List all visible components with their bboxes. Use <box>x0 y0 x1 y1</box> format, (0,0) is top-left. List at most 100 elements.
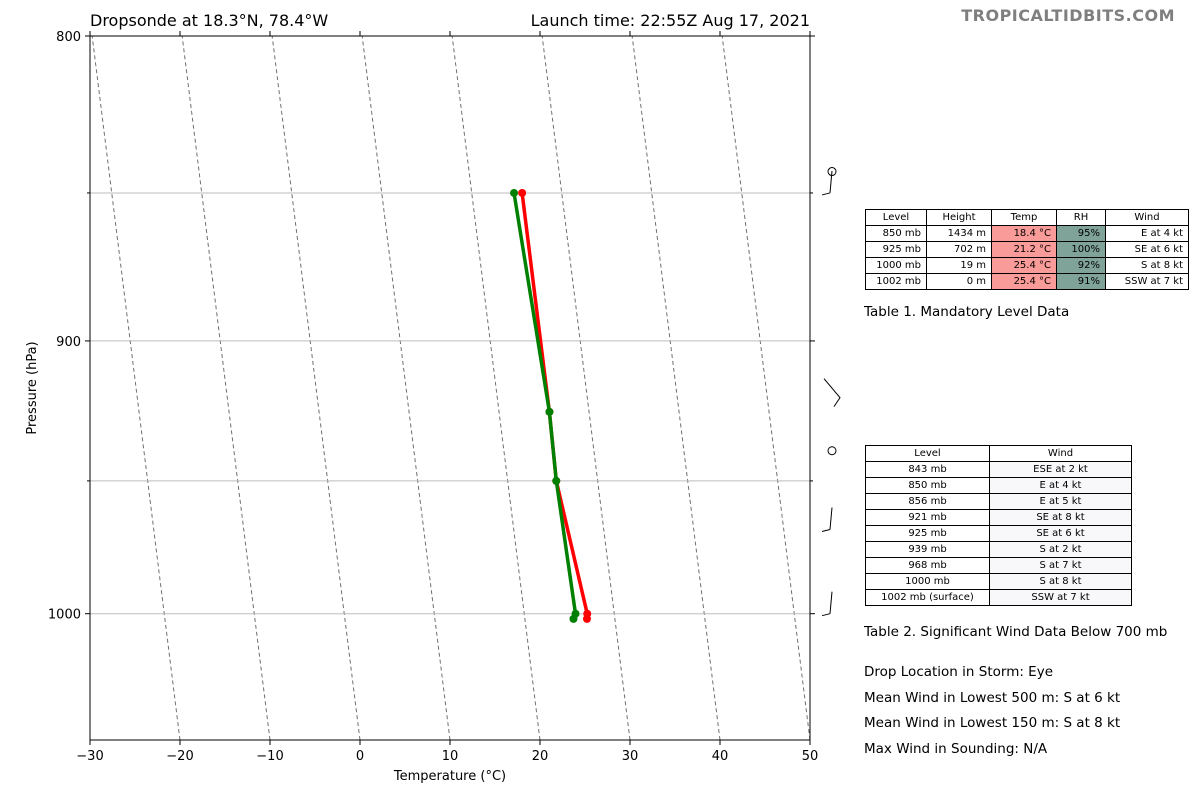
table-cell: ESE at 2 kt <box>989 461 1132 478</box>
isotherm-line <box>91 36 181 740</box>
table-cell: 702 m <box>926 241 992 258</box>
table-cell: 91% <box>1056 273 1106 290</box>
isotherm-line <box>451 36 541 740</box>
table-cell: S at 2 kt <box>989 541 1132 558</box>
isotherm-line <box>631 36 721 740</box>
drop-location-text: Drop Location in Storm: Eye <box>864 664 1054 680</box>
table-cell: 939 mb <box>865 541 990 558</box>
table-cell: 92% <box>1056 257 1106 274</box>
table2-caption: Table 2. Significant Wind Data Below 700… <box>864 624 1168 640</box>
table-header-cell: Height <box>926 209 992 226</box>
table-cell: 25.4 °C <box>991 257 1057 274</box>
table-cell: 921 mb <box>865 509 990 526</box>
x-axis-label: Temperature (°C) <box>393 769 506 784</box>
table-header-cell: Wind <box>1105 209 1189 226</box>
table-cell: 968 mb <box>865 557 990 574</box>
significant-wind-table: Level Wind 843 mb ESE at 2 kt 850 mb E at 4 … <box>865 445 1132 606</box>
table-cell: 843 mb <box>865 461 990 478</box>
table-cell: 1434 m <box>926 225 992 242</box>
table-cell: SE at 8 kt <box>989 509 1132 526</box>
x-tick-label: 30 <box>622 749 639 764</box>
wind-barb-staff <box>823 378 841 407</box>
table-cell: E at 5 kt <box>989 493 1132 510</box>
table-row: 1002 mb 0 m 25.4 °C 91% SSW at 7 kt <box>865 273 1189 290</box>
table-cell: 856 mb <box>865 493 990 510</box>
series-point-0 <box>518 188 527 197</box>
isotherm-line <box>541 36 631 740</box>
table-row: 1002 mb (surface) SSW at 7 kt <box>865 589 1132 606</box>
table-cell: S at 8 kt <box>989 573 1132 590</box>
table-row: 925 mb 702 m 21.2 °C 100% SE at 6 kt <box>865 241 1189 258</box>
table-row: 1000 mb S at 8 kt <box>865 573 1132 590</box>
chart-title-launch-time: Launch time: 22:55Z Aug 17, 2021 <box>530 11 810 30</box>
table-header-row: Level Height Temp RH Wind <box>865 209 1189 226</box>
wind-barb-staff <box>829 591 833 614</box>
series-point-1 <box>510 188 519 197</box>
table-cell: SSW at 7 kt <box>1105 273 1189 290</box>
table-cell: 925 mb <box>865 241 927 258</box>
table-row: 1000 mb 19 m 25.4 °C 92% S at 8 kt <box>865 257 1189 274</box>
table-header-cell: Level <box>865 445 990 462</box>
x-tick-label: −20 <box>166 749 193 764</box>
table-cell: 0 m <box>926 273 992 290</box>
wind-barb <box>821 591 833 617</box>
x-tick-label: 20 <box>532 749 549 764</box>
table-cell: 1000 mb <box>865 257 927 274</box>
brand-watermark: TROPICALTIDBITS.COM <box>961 6 1175 25</box>
table-cell: 925 mb <box>865 525 990 542</box>
table-row: 921 mb SE at 8 kt <box>865 509 1132 526</box>
wind-barb-flag <box>821 613 831 617</box>
table-header-cell: Temp <box>991 209 1057 226</box>
y-axis-label: Pressure (hPa) <box>25 341 40 434</box>
isotherm-line <box>90 735 91 740</box>
wind-barb-flag <box>821 529 831 532</box>
table1-caption: Table 1. Mandatory Level Data <box>864 304 1070 320</box>
table-cell: E at 4 kt <box>989 477 1132 494</box>
table-header-cell: Level <box>865 209 927 226</box>
x-tick-label: −30 <box>76 749 103 764</box>
isotherm-line <box>271 36 361 740</box>
mandatory-level-table: Level Height Temp RH Wind 850 mb 1434 m 18.4 °… <box>865 209 1189 290</box>
mean-wind-150m-text: Mean Wind in Lowest 150 m: S at 8 kt <box>864 715 1121 731</box>
table-header-row: Level Wind <box>865 445 1132 462</box>
wind-barb-staff <box>829 507 833 530</box>
table-row: 856 mb E at 5 kt <box>865 493 1132 510</box>
wind-barb-flag <box>821 192 831 196</box>
mean-wind-500m-text: Mean Wind in Lowest 500 m: S at 6 kt <box>864 690 1121 706</box>
y-tick-label: 1000 <box>48 608 81 623</box>
wind-barb-calm <box>827 446 837 456</box>
series-point-1 <box>552 476 561 485</box>
series-point-0 <box>582 614 591 623</box>
plot-frame <box>89 35 811 741</box>
table-cell: SSW at 7 kt <box>989 589 1132 606</box>
table-row: 843 mb ESE at 2 kt <box>865 461 1132 478</box>
table-cell: 100% <box>1056 241 1106 258</box>
isotherm-line <box>361 36 451 740</box>
table-cell: S at 7 kt <box>989 557 1132 574</box>
x-tick-label: 50 <box>802 749 819 764</box>
y-tick-label: 900 <box>56 335 81 350</box>
table-cell: 1000 mb <box>865 573 990 590</box>
table-row: 850 mb E at 4 kt <box>865 477 1132 494</box>
x-tick-label: −10 <box>256 749 283 764</box>
table-header-cell: Wind <box>989 445 1132 462</box>
table-cell: 1002 mb (surface) <box>865 589 990 606</box>
x-tick-label: 0 <box>356 749 364 764</box>
wind-barb <box>821 507 833 532</box>
table-row: 925 mb SE at 6 kt <box>865 525 1132 542</box>
table-cell: 18.4 °C <box>991 225 1057 242</box>
table-header-cell: RH <box>1056 209 1106 226</box>
table-cell: 25.4 °C <box>991 273 1057 290</box>
isotherm-line <box>181 36 271 740</box>
wind-barb <box>821 170 833 196</box>
series-line-0 <box>520 192 589 619</box>
table-row: 850 mb 1434 m 18.4 °C 95% E at 4 kt <box>865 225 1189 242</box>
x-tick-label: 10 <box>442 749 459 764</box>
table-cell: 21.2 °C <box>991 241 1057 258</box>
isotherm-line <box>721 36 810 740</box>
y-tick-label: 800 <box>56 30 81 45</box>
table-cell: 850 mb <box>865 225 927 242</box>
chart-title-location: Dropsonde at 18.3°N, 78.4°W <box>90 11 329 30</box>
x-tick-label: 40 <box>712 749 729 764</box>
max-wind-text: Max Wind in Sounding: N/A <box>864 741 1048 757</box>
